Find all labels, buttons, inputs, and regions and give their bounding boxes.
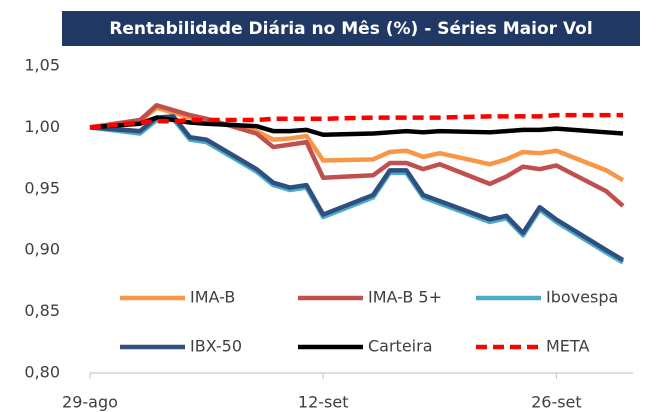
series-line xyxy=(89,105,625,183)
y-tick-label: 0,80 xyxy=(24,363,60,382)
y-tick-label: 0,90 xyxy=(24,240,60,259)
title-bar xyxy=(62,11,640,46)
legend-label: META xyxy=(546,337,589,356)
series-line xyxy=(89,103,625,208)
legend-label: Carteira xyxy=(368,337,433,356)
chart-title: Rentabilidade Diária no Mês (%) - Séries… xyxy=(109,19,592,39)
series-line xyxy=(89,115,624,138)
x-tick-label: 12-set xyxy=(298,393,349,412)
y-tick-label: 1,00 xyxy=(24,117,60,136)
legend-label: IMA-B xyxy=(190,288,235,307)
y-tick-label: 0,95 xyxy=(24,178,60,197)
x-tick-label: 26-set xyxy=(531,393,582,412)
legend-label: IMA-B 5+ xyxy=(368,288,442,307)
series-line xyxy=(89,116,625,265)
y-tick-label: 0,85 xyxy=(24,301,60,320)
y-tick-label: 1,05 xyxy=(24,56,60,75)
legend-label: IBX-50 xyxy=(190,337,242,356)
x-tick-label: 29-ago xyxy=(62,393,118,412)
series-line xyxy=(89,114,625,262)
series-line xyxy=(89,112,623,130)
legend-label: Ibovespa xyxy=(546,288,618,307)
